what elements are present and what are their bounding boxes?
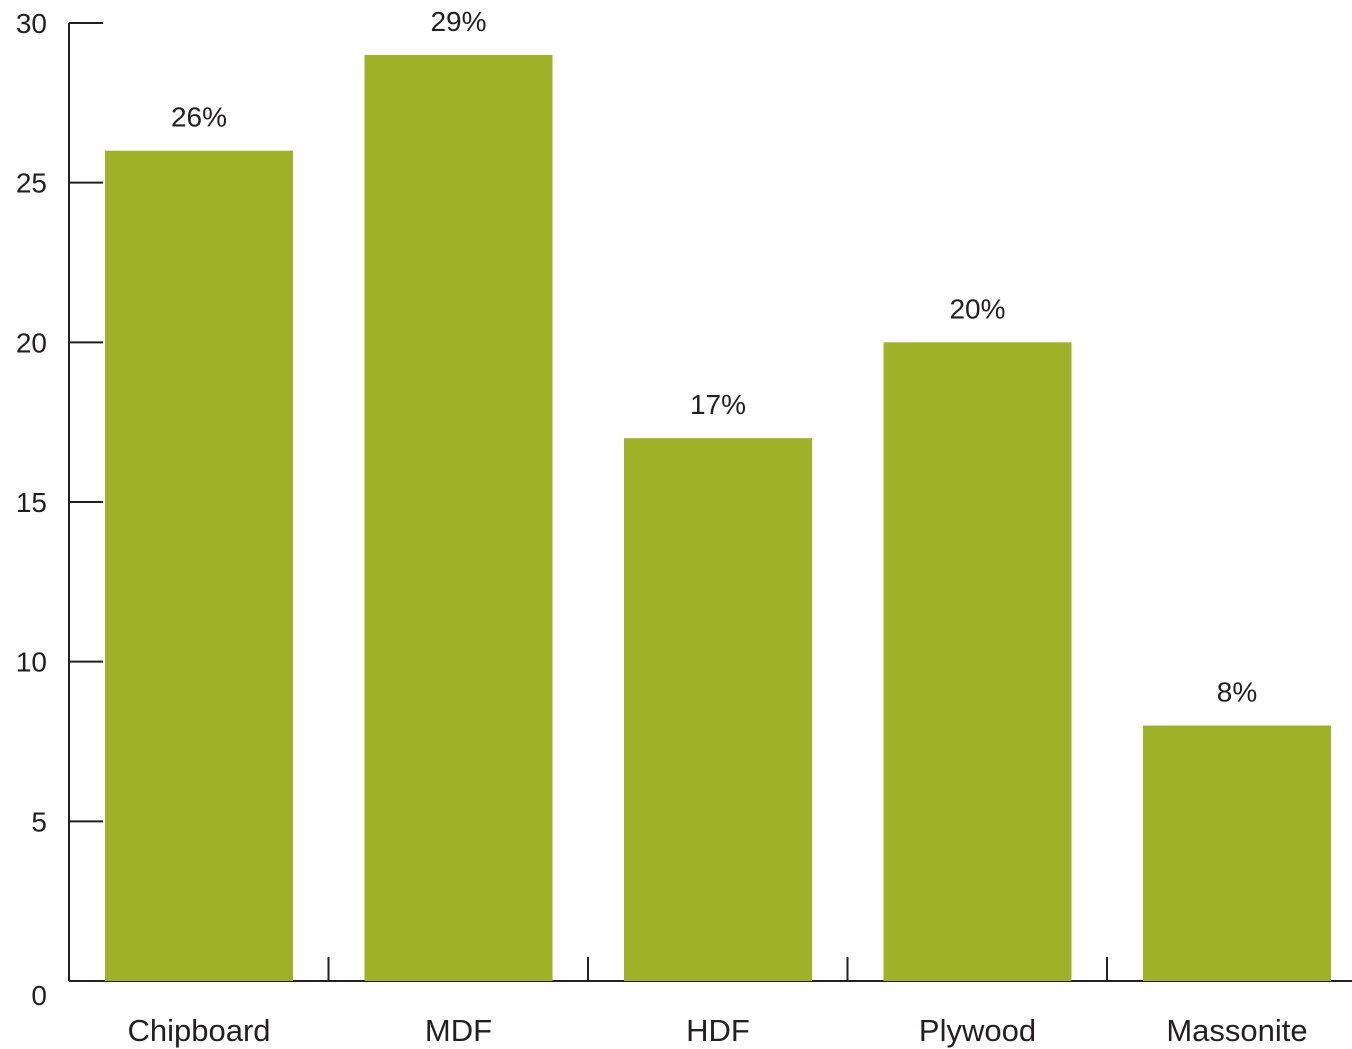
category-label: Massonite bbox=[1166, 1013, 1307, 1048]
category-label: HDF bbox=[686, 1013, 750, 1048]
y-tick-label: 0 bbox=[31, 980, 47, 1011]
bar-mdf bbox=[364, 54, 553, 981]
y-tick-label: 30 bbox=[16, 8, 47, 39]
data-label: 20% bbox=[949, 293, 1005, 324]
data-label: 17% bbox=[690, 389, 746, 420]
y-tick-label: 10 bbox=[16, 647, 47, 678]
category-label: MDF bbox=[425, 1013, 492, 1048]
bar-massonite bbox=[1143, 725, 1331, 981]
y-tick-label: 20 bbox=[16, 327, 47, 358]
bar-chipboard bbox=[105, 150, 293, 981]
y-tick-label: 25 bbox=[16, 168, 47, 199]
bar-plywood bbox=[883, 342, 1072, 981]
data-label: 8% bbox=[1217, 677, 1257, 708]
category-labels-group: Chipboard MDF HDF Plywood Massonite bbox=[127, 1013, 1307, 1048]
value-labels-group: 26% 29% 17% 20% 8% bbox=[171, 6, 1257, 708]
y-axis: 0 5 10 15 20 25 30 bbox=[16, 8, 103, 1011]
data-label: 29% bbox=[430, 6, 486, 37]
bar-hdf bbox=[624, 438, 812, 982]
data-label: 26% bbox=[171, 102, 227, 133]
category-label: Chipboard bbox=[127, 1013, 270, 1048]
bars-group bbox=[105, 54, 1331, 982]
category-label: Plywood bbox=[919, 1013, 1036, 1048]
y-tick-label: 5 bbox=[31, 806, 47, 837]
y-tick-label: 15 bbox=[16, 487, 47, 518]
